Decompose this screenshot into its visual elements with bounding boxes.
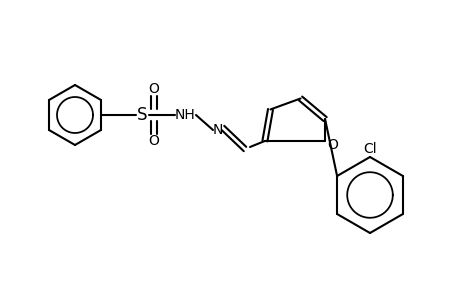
- Text: N: N: [213, 123, 223, 137]
- Text: O: O: [327, 138, 338, 152]
- Text: Cl: Cl: [363, 142, 376, 156]
- Text: O: O: [148, 82, 159, 96]
- Text: O: O: [148, 134, 159, 148]
- Text: S: S: [136, 106, 147, 124]
- Text: NH: NH: [174, 108, 195, 122]
